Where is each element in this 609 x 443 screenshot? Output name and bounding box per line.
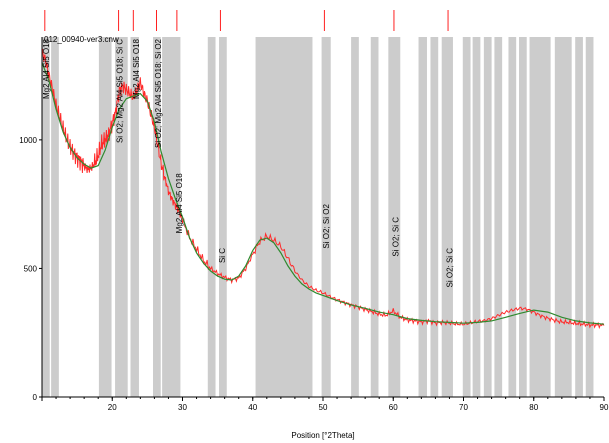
- peak-label: Si O2; Si C: [391, 217, 400, 257]
- reference-bar: [441, 37, 453, 397]
- y-tick-label: 1000: [19, 136, 37, 145]
- peak-label: Si O2; Mg2 Al4 Si5 O18; Si C: [115, 39, 124, 143]
- file-label: 012_00940-ver3.cnw: [44, 35, 119, 44]
- x-axis-title: Position [°2Theta]: [291, 431, 354, 440]
- reference-bar: [388, 37, 401, 397]
- x-tick-label: 30: [178, 403, 187, 412]
- fit-line: [41, 62, 605, 325]
- y-tick-label: 500: [24, 264, 38, 273]
- reference-bar: [508, 37, 517, 397]
- reference-bar: [370, 37, 379, 397]
- axes: 0 500 1000 20 30 40 50 60 70 80 90: [19, 37, 609, 412]
- peak-label: Mg2 Al4 Si5 O18: [42, 38, 51, 99]
- reference-bar: [152, 37, 161, 397]
- reference-bar: [115, 37, 128, 397]
- reference-bar: [42, 37, 50, 397]
- x-tick-label: 90: [600, 403, 609, 412]
- reference-bar: [575, 37, 583, 397]
- reference-bar: [255, 37, 313, 397]
- reference-bar: [518, 37, 527, 397]
- peak-label: Si O2; Mg2 Al4 Si5 O18; Si O2: [154, 38, 163, 147]
- reference-bar: [462, 37, 471, 397]
- peak-labels: Mg2 Al4 Si5 O18 Si O2; Mg2 Al4 Si5 O18; S…: [42, 38, 454, 287]
- reference-bar: [430, 37, 439, 397]
- reference-bar: [529, 37, 551, 397]
- peak-label: Si C: [218, 248, 227, 263]
- reference-bar: [554, 37, 572, 397]
- reference-bar: [130, 37, 139, 397]
- reference-bar: [472, 37, 481, 397]
- reference-bar: [162, 37, 181, 397]
- x-tick-label: 20: [108, 403, 117, 412]
- reference-bar: [585, 37, 594, 397]
- peak-label: Si O2; Si O2: [322, 204, 331, 249]
- y-tick-label: 0: [33, 393, 38, 402]
- observed-pattern-line: [41, 48, 605, 330]
- reference-bar: [483, 37, 492, 397]
- reference-bars: [42, 37, 594, 397]
- x-tick-label: 80: [529, 403, 538, 412]
- reference-bar: [207, 37, 216, 397]
- reference-marks: [44, 10, 449, 31]
- x-tick-label: 60: [389, 403, 398, 412]
- peak-label: Mg2 Al4 Si5 O18: [132, 38, 141, 99]
- peak-label: Si O2; Si C: [445, 248, 454, 288]
- reference-bar: [219, 37, 227, 397]
- reference-bar: [98, 37, 112, 397]
- peak-label: Mg2 Al4 Si5 O18: [175, 173, 184, 234]
- reference-bar: [351, 37, 359, 397]
- x-tick-label: 40: [248, 403, 257, 412]
- pattern-lines: [41, 48, 605, 330]
- reference-bar: [418, 37, 427, 397]
- x-tick-label: 70: [459, 403, 468, 412]
- reference-bar: [321, 37, 331, 397]
- x-tick-label: 50: [319, 403, 328, 412]
- reference-bar: [494, 37, 503, 397]
- reference-bar: [51, 37, 59, 397]
